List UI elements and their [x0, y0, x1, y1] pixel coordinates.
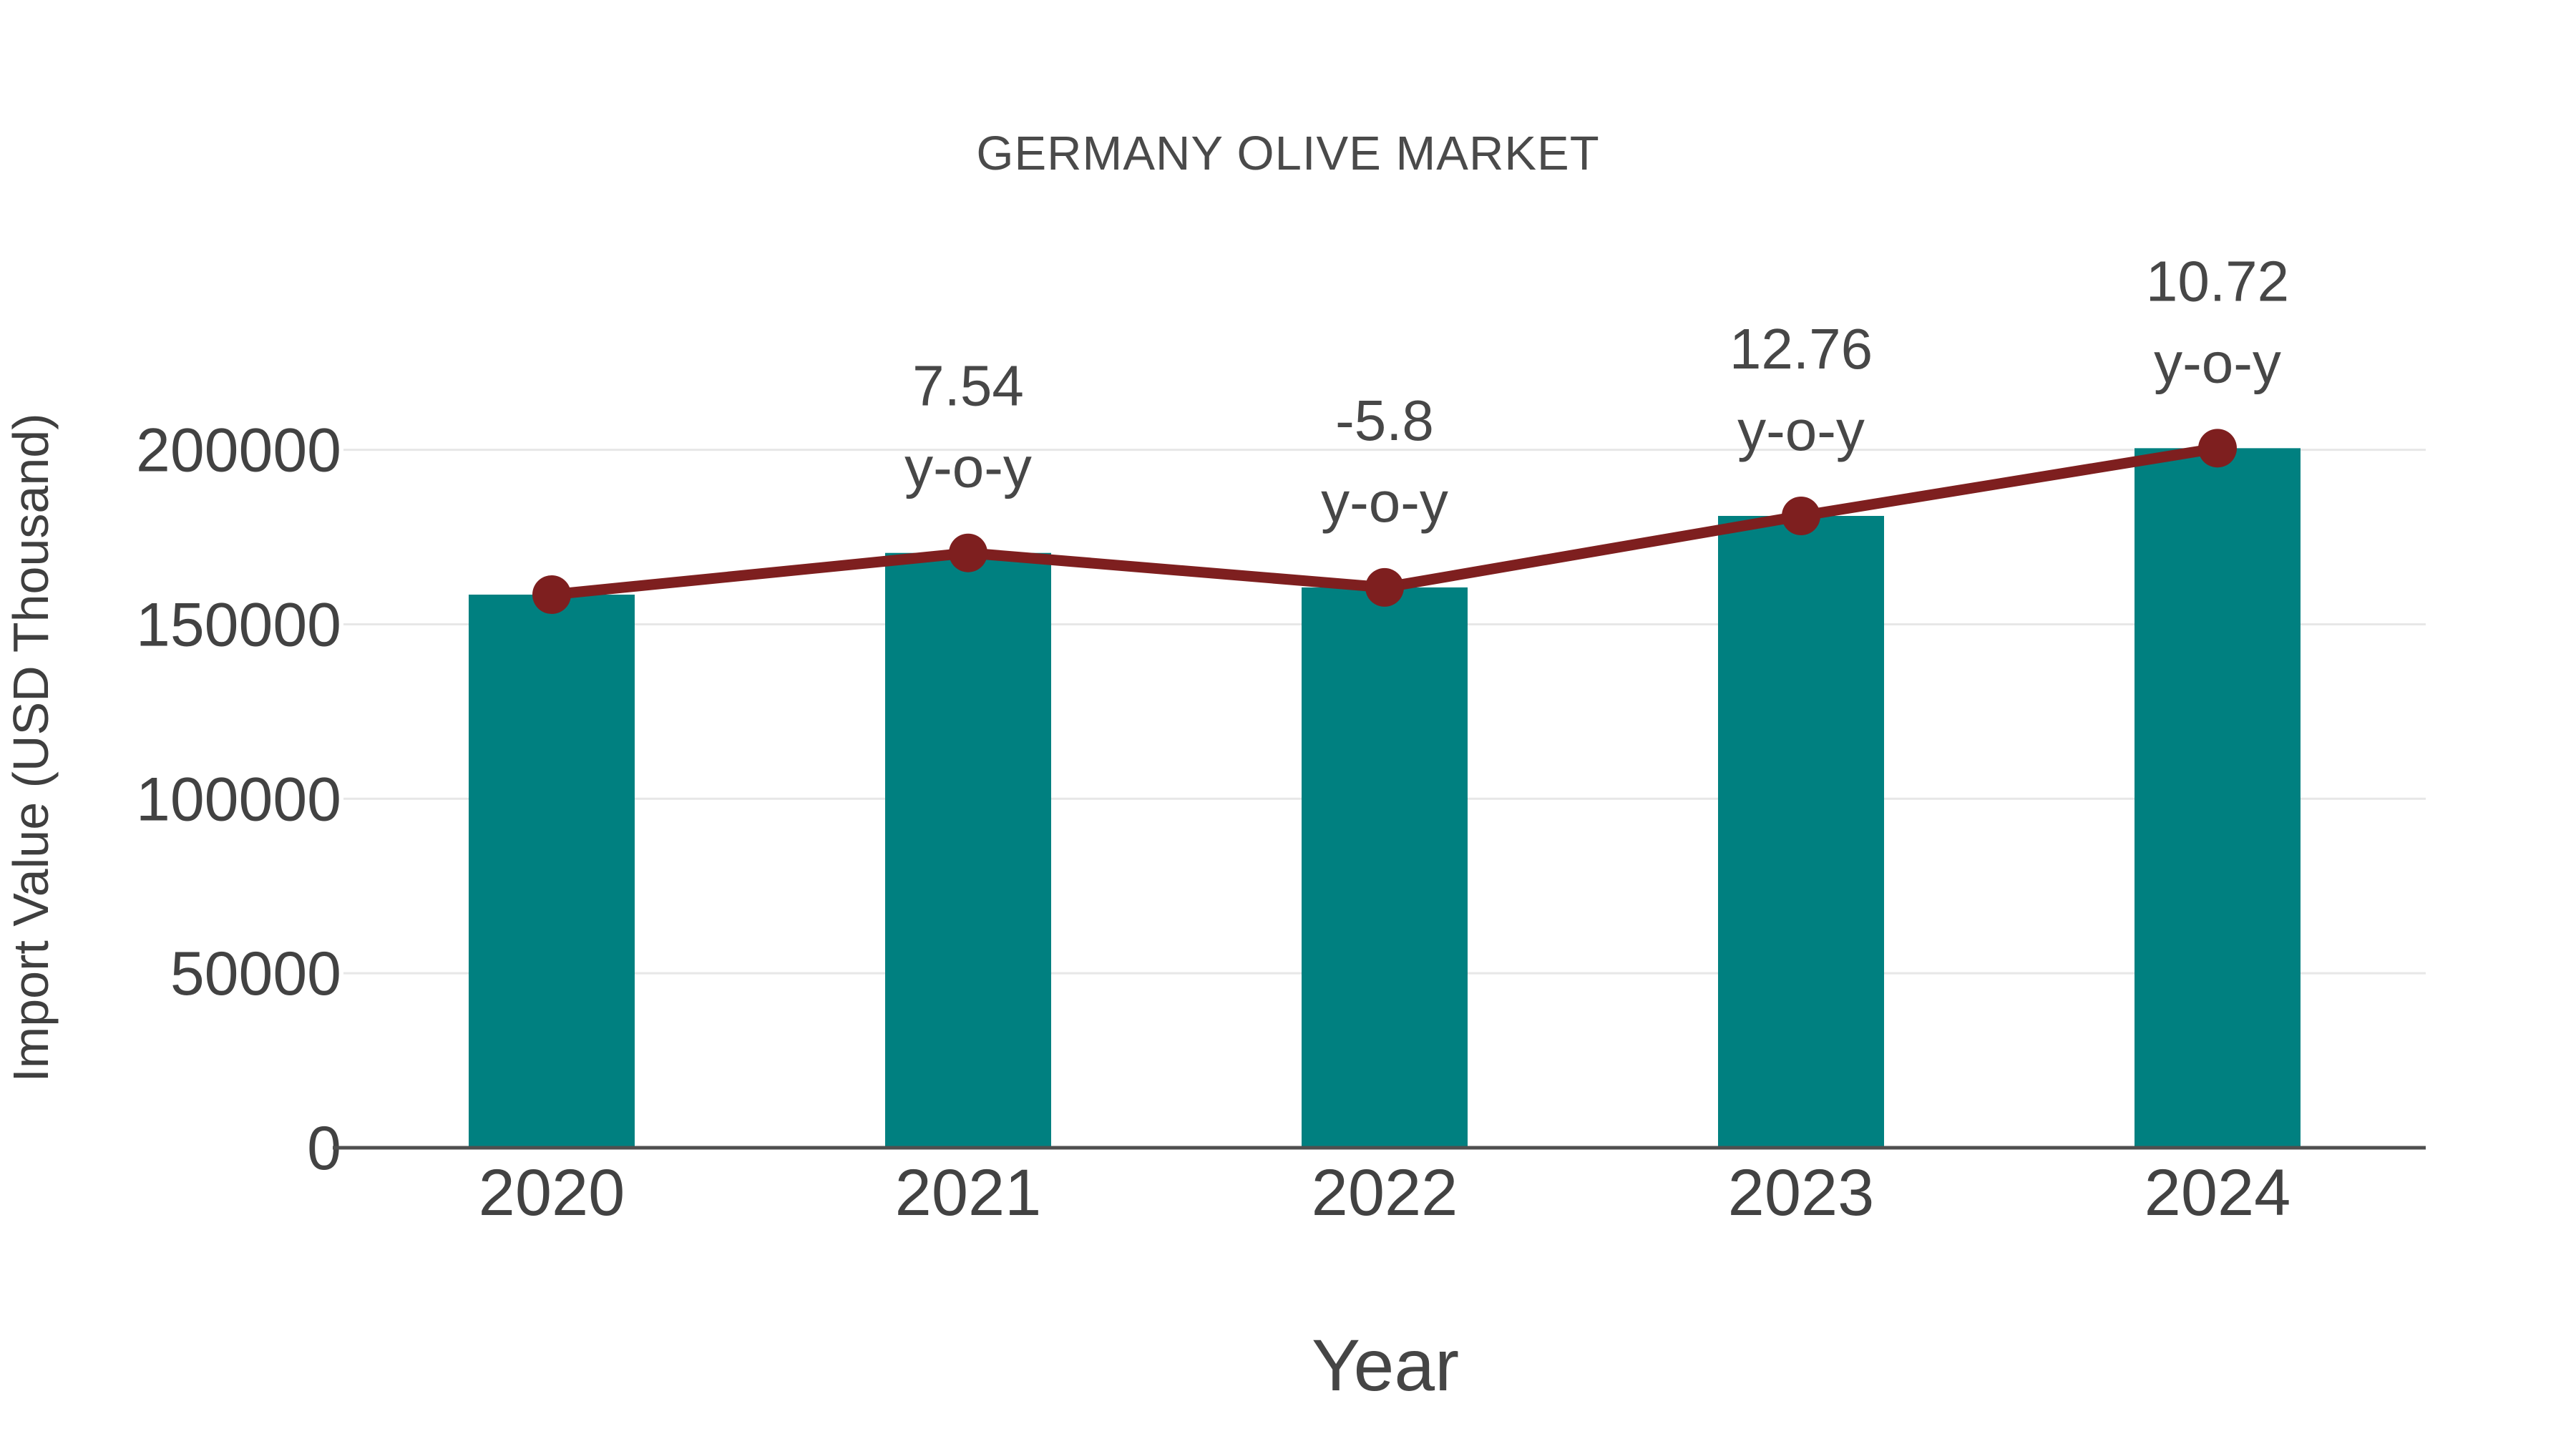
annotation-2024-value: 10.72	[2146, 249, 2289, 313]
annotation-2024-unit: y-o-y	[2154, 331, 2281, 394]
bar-2023	[1718, 515, 1884, 1148]
x-tick-label-2022: 2022	[1312, 1156, 1458, 1229]
marker-2021	[949, 533, 987, 572]
annotation-2023-unit: y-o-y	[1737, 399, 1865, 462]
bar-2022	[1302, 587, 1468, 1148]
y-tick-label-50000: 50000	[170, 940, 341, 1008]
annotation-2021-unit: y-o-y	[904, 436, 1032, 499]
x-tick-label-2023: 2023	[1728, 1156, 1875, 1229]
annotation-2022-unit: y-o-y	[1321, 470, 1448, 534]
y-tick-label-100000: 100000	[136, 765, 341, 834]
marker-2022	[1365, 567, 1404, 607]
bar-2021	[885, 552, 1051, 1148]
annotation-2022-value: -5.8	[1335, 389, 1434, 452]
annotation-2021-value: 7.54	[912, 354, 1024, 418]
bar-2020	[469, 594, 635, 1148]
bar-2024	[2135, 448, 2301, 1148]
marker-2023	[1782, 496, 1820, 535]
chart-title: GERMANY OLIVE MARKET	[976, 127, 1600, 180]
x-axis-title: Year	[1311, 1324, 1460, 1406]
x-tick-label-2020: 2020	[479, 1156, 625, 1229]
x-tick-label-2024: 2024	[2145, 1156, 2291, 1229]
x-tick-label-2021: 2021	[895, 1156, 1042, 1229]
annotation-2023-value: 12.76	[1729, 317, 1873, 381]
y-tick-label-150000: 150000	[136, 590, 341, 659]
y-tick-label-200000: 200000	[136, 416, 341, 485]
marker-2024	[2198, 429, 2237, 468]
marker-2020	[532, 575, 571, 614]
